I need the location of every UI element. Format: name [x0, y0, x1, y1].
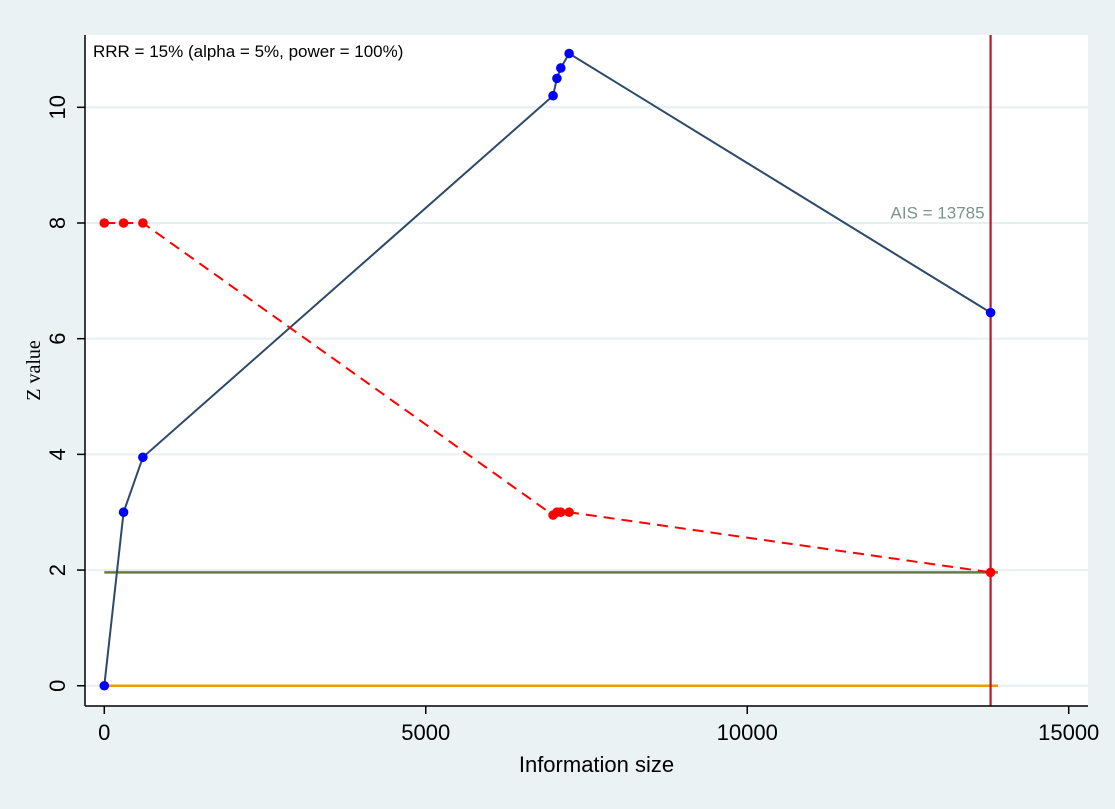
y-tick-label: 8 — [45, 217, 70, 229]
cumulative-z-point — [555, 63, 566, 73]
cumulative-z-point — [118, 507, 129, 518]
x-tick-label: 15000 — [1038, 720, 1099, 745]
cumulative-z-point — [138, 452, 148, 463]
x-tick-label: 0 — [98, 720, 110, 745]
rrr-annotation: RRR = 15% (alpha = 5%, power = 100%) — [93, 42, 403, 61]
monitoring-boundary-point — [555, 507, 566, 518]
x-tick-label: 10000 — [717, 720, 778, 745]
cumulative-z-point — [99, 680, 110, 691]
x-axis-title: Information size — [519, 752, 674, 777]
y-tick-label: 6 — [45, 333, 70, 345]
ais-label: AIS = 13785 — [891, 203, 985, 222]
x-tick-label: 5000 — [401, 720, 450, 745]
monitoring-boundary-point — [564, 507, 574, 518]
y-tick-label: 4 — [45, 448, 70, 460]
plot-area — [85, 35, 1088, 706]
cumulative-z-point — [552, 73, 562, 84]
monitoring-boundary-point — [118, 218, 129, 228]
series-layer — [99, 48, 996, 691]
axes: 0 5000 10000 15000 0 2 4 6 8 10 — [45, 35, 1099, 745]
monitoring-boundary-point — [99, 218, 110, 228]
y-tick-label: 2 — [45, 564, 70, 576]
cumulative-z-point — [548, 90, 558, 101]
monitoring-boundary-point — [138, 218, 148, 228]
monitoring-boundary-point — [985, 567, 996, 578]
cumulative-z-point — [564, 48, 574, 59]
y-tick-label: 0 — [45, 680, 70, 692]
y-axis-title: Z value — [23, 340, 45, 401]
cumulative-z-point — [985, 307, 996, 318]
reference-lines — [104, 35, 998, 706]
y-tick-label: 10 — [45, 95, 70, 119]
